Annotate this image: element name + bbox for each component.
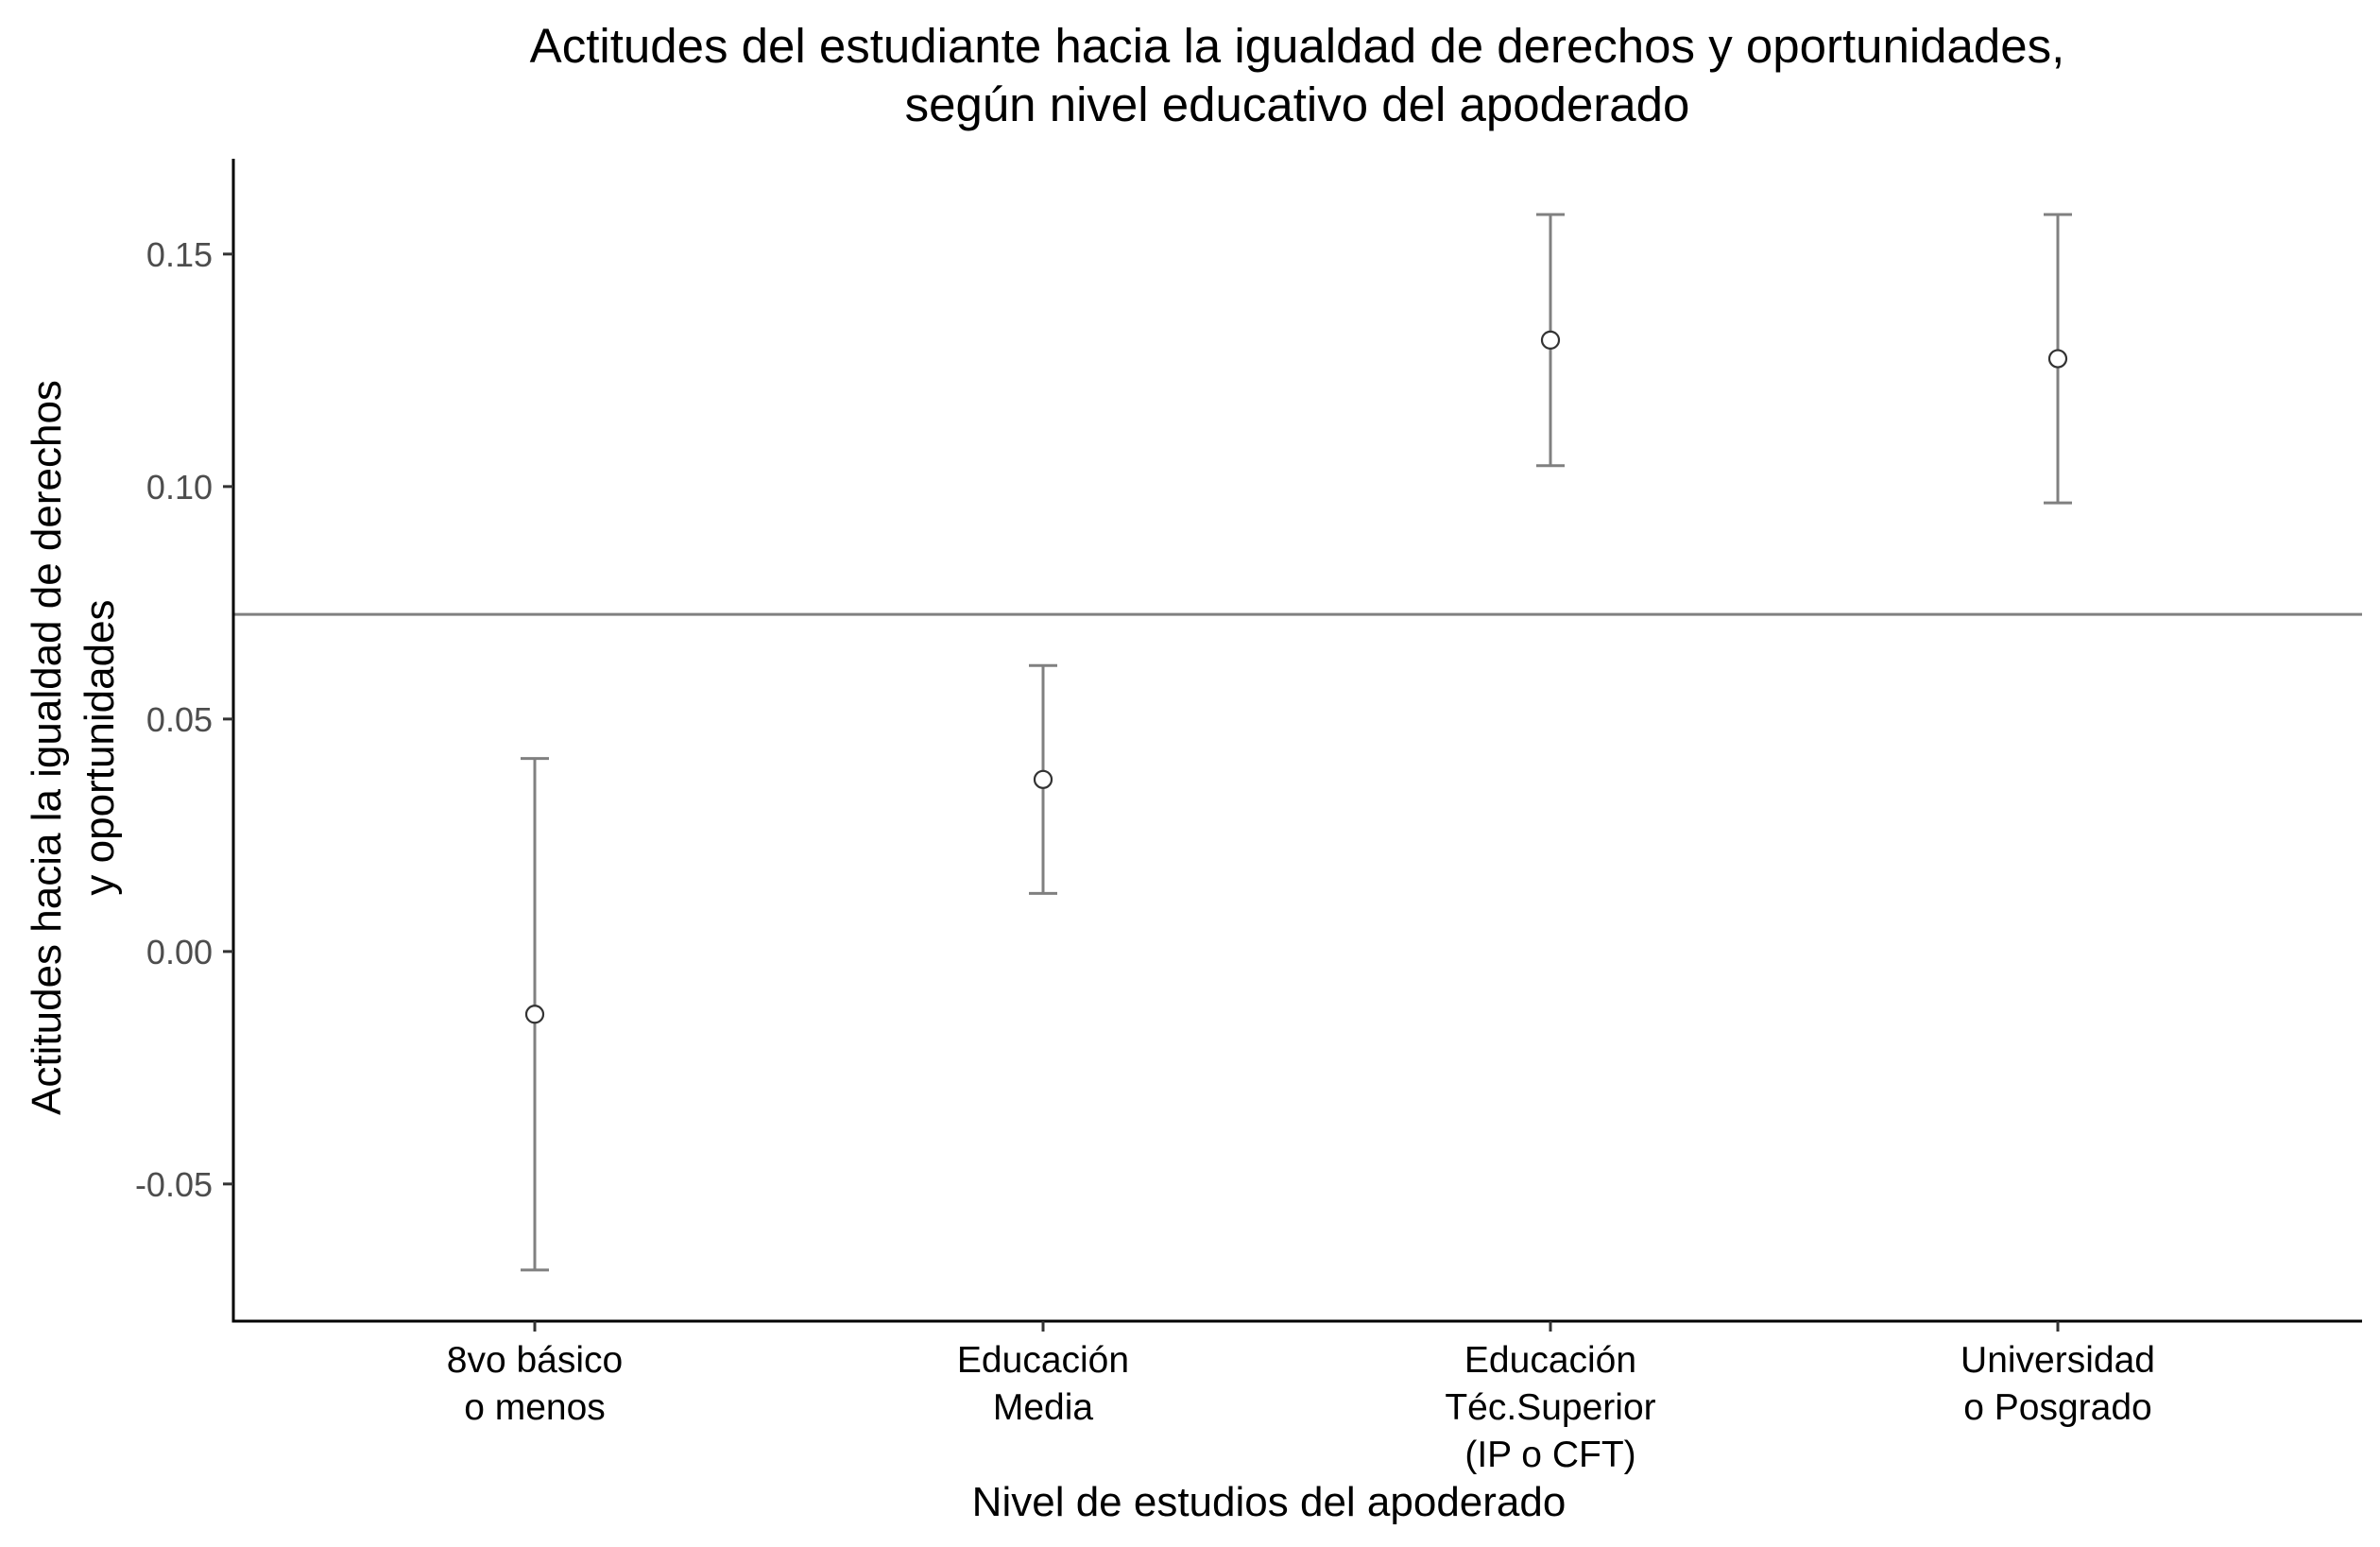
x-tick-label-3-line-1: Educación [1464, 1340, 1636, 1381]
x-tick-label-2: Educación Media [957, 1340, 1129, 1428]
data-point-3 [1540, 330, 1561, 350]
x-tick-label-2-line-2: Media [993, 1387, 1094, 1428]
x-tick-label-2-line-1: Educación [957, 1340, 1129, 1381]
errorbar-group-1 [521, 757, 549, 1272]
plot-area [233, 213, 2362, 1272]
data-point-4 [2047, 349, 2068, 369]
x-axis-title: Nivel de estudios del apoderado [972, 1479, 1567, 1525]
y-tick-label-5: 0.15 [146, 235, 213, 274]
y-axis-title: Actitudes hacia la igualdad de derechos y… [24, 380, 123, 1115]
x-tick-label-3: Educación Téc.Superior (IP o CFT) [1445, 1340, 1655, 1475]
data-point-1 [524, 1005, 545, 1024]
y-tick-label-1: -0.05 [135, 1165, 213, 1204]
x-tick-label-1: 8vo básico o menos [447, 1340, 623, 1428]
x-tick-label-4: Universidad o Posgrado [1961, 1340, 2155, 1428]
x-tick-label-1-line-1: 8vo básico [447, 1340, 623, 1381]
errorbar-group-4 [2044, 213, 2072, 505]
y-tick-label-4: 0.10 [146, 468, 213, 507]
x-tick-label-3-line-3: (IP o CFT) [1464, 1435, 1635, 1475]
chart-title-line-2: según nivel educativo del apoderado [905, 77, 1690, 131]
errorbar-group-2 [1029, 663, 1057, 895]
y-axis: -0.05 0.00 0.05 0.10 0.15 [135, 159, 235, 1323]
chart-title: Actitudes del estudiante hacia la iguald… [530, 19, 2065, 131]
y-tick-label-2: 0.00 [146, 933, 213, 971]
x-tick-label-4-line-1: Universidad [1961, 1340, 2155, 1381]
y-axis-title-line-2: y oportunidades [77, 599, 123, 895]
y-axis-title-line-1: Actitudes hacia la igualdad de derechos [24, 380, 70, 1115]
y-tick-label-3: 0.05 [146, 700, 213, 739]
data-point-2 [1033, 769, 1053, 789]
errorbar-group-3 [1536, 213, 1565, 468]
x-tick-label-3-line-2: Téc.Superior [1445, 1387, 1655, 1428]
chart-title-line-1: Actitudes del estudiante hacia la iguald… [530, 19, 2065, 73]
x-tick-label-4-line-2: o Posgrado [1963, 1387, 2151, 1428]
x-tick-label-1-line-2: o menos [464, 1387, 606, 1428]
